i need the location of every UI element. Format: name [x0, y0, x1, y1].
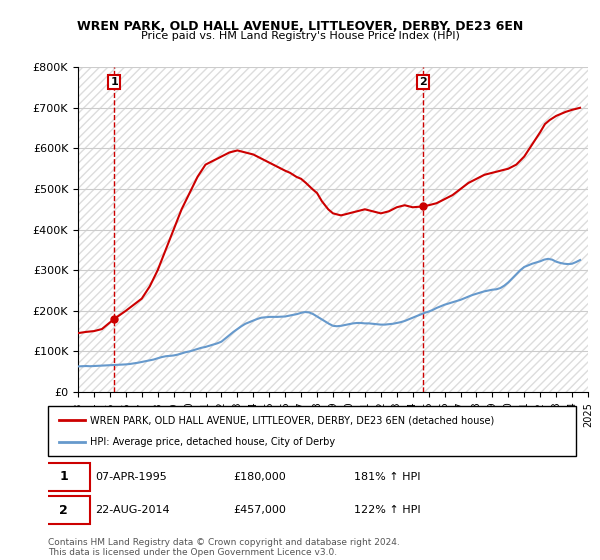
Text: WREN PARK, OLD HALL AVENUE, LITTLEOVER, DERBY, DE23 6EN: WREN PARK, OLD HALL AVENUE, LITTLEOVER, … — [77, 20, 523, 32]
Text: 1: 1 — [110, 77, 118, 87]
Text: Price paid vs. HM Land Registry's House Price Index (HPI): Price paid vs. HM Land Registry's House … — [140, 31, 460, 41]
Text: 1: 1 — [59, 470, 68, 483]
FancyBboxPatch shape — [37, 496, 90, 524]
Text: 07-APR-1995: 07-APR-1995 — [95, 472, 167, 482]
Text: HPI: Average price, detached house, City of Derby: HPI: Average price, detached house, City… — [90, 437, 335, 447]
Text: £457,000: £457,000 — [233, 505, 286, 515]
Text: 122% ↑ HPI: 122% ↑ HPI — [354, 505, 421, 515]
FancyBboxPatch shape — [37, 463, 90, 491]
Text: 181% ↑ HPI: 181% ↑ HPI — [354, 472, 421, 482]
Text: £180,000: £180,000 — [233, 472, 286, 482]
Text: 2: 2 — [419, 77, 427, 87]
Text: 22-AUG-2014: 22-AUG-2014 — [95, 505, 170, 515]
Text: WREN PARK, OLD HALL AVENUE, LITTLEOVER, DERBY, DE23 6EN (detached house): WREN PARK, OLD HALL AVENUE, LITTLEOVER, … — [90, 415, 494, 425]
Text: Contains HM Land Registry data © Crown copyright and database right 2024.
This d: Contains HM Land Registry data © Crown c… — [48, 538, 400, 557]
Text: 2: 2 — [59, 504, 68, 517]
FancyBboxPatch shape — [48, 406, 576, 456]
